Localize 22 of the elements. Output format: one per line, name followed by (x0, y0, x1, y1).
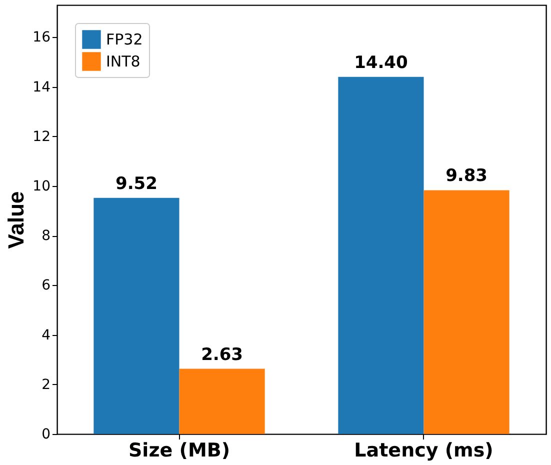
y-tick-label: 0 (42, 426, 50, 442)
y-tick-label: 10 (32, 178, 50, 195)
data-label: 9.52 (115, 174, 158, 194)
legend-label: FP32 (106, 30, 143, 48)
y-tick-label: 6 (42, 278, 51, 294)
y-axis-title: Value (4, 191, 29, 249)
y-tick-label: 16 (32, 30, 51, 46)
y-tick-label: 8 (42, 228, 50, 244)
bar (179, 368, 265, 434)
data-label: 9.83 (446, 166, 488, 186)
x-tick-label: Latency (ms) (354, 440, 494, 462)
x-tick-label: Size (MB) (128, 440, 230, 462)
bar (338, 76, 424, 434)
bar (94, 198, 180, 434)
legend-label: INT8 (106, 52, 140, 70)
y-tick-label: 2 (42, 376, 50, 393)
y-tick-label: 4 (42, 327, 51, 344)
data-label: 2.63 (201, 344, 244, 365)
y-tick-label: 12 (32, 128, 50, 145)
bar (424, 190, 510, 434)
data-label: 14.40 (354, 52, 408, 73)
y-tick-label: 14 (32, 79, 51, 96)
